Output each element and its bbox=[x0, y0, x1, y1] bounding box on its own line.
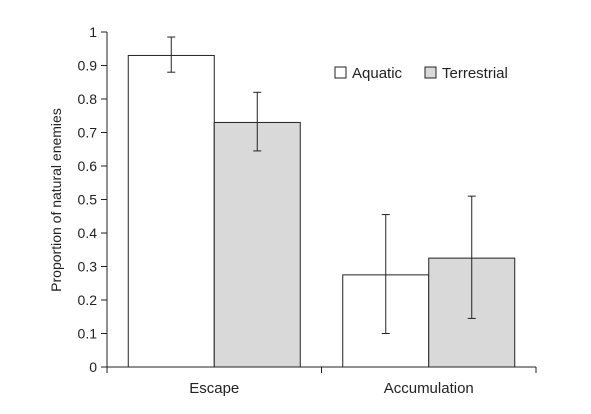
y-axis-title: Proportion of natural enemies bbox=[48, 108, 64, 292]
legend: Aquatic Terrestrial bbox=[334, 65, 508, 82]
y-tick-label: 0 bbox=[89, 359, 97, 375]
y-tick-label: 0.9 bbox=[78, 58, 98, 74]
legend-label-aquatic: Aquatic bbox=[352, 65, 403, 82]
y-tick-label: 0.5 bbox=[78, 192, 98, 208]
x-category-label: Accumulation bbox=[384, 380, 474, 397]
legend-swatch-aquatic bbox=[334, 66, 347, 79]
bar bbox=[127, 54, 215, 368]
x-ticks-layer: Escape Accumulation bbox=[106, 367, 537, 397]
legend-swatch-terrestrial bbox=[424, 66, 437, 79]
bar bbox=[213, 121, 301, 368]
y-tick-label: 0.6 bbox=[78, 158, 98, 174]
y-tick-label: 0.4 bbox=[78, 225, 98, 241]
error-bars-layer bbox=[167, 36, 476, 334]
y-tick-label: 0.8 bbox=[78, 91, 98, 107]
y-tick-label: 0.2 bbox=[78, 292, 98, 308]
y-ticks-layer: 0 0.1 0.2 0.3 0.4 0.5 0.6 0.7 0.8 0.9 1 bbox=[78, 24, 107, 375]
x-category-label: Escape bbox=[189, 380, 239, 397]
y-tick-label: 0.1 bbox=[78, 326, 98, 342]
bars-layer bbox=[127, 54, 516, 368]
y-tick-label: 0.7 bbox=[78, 125, 98, 141]
legend-label-terrestrial: Terrestrial bbox=[442, 65, 508, 82]
y-tick-label: 1 bbox=[89, 24, 97, 40]
y-tick-label: 0.3 bbox=[78, 259, 98, 275]
